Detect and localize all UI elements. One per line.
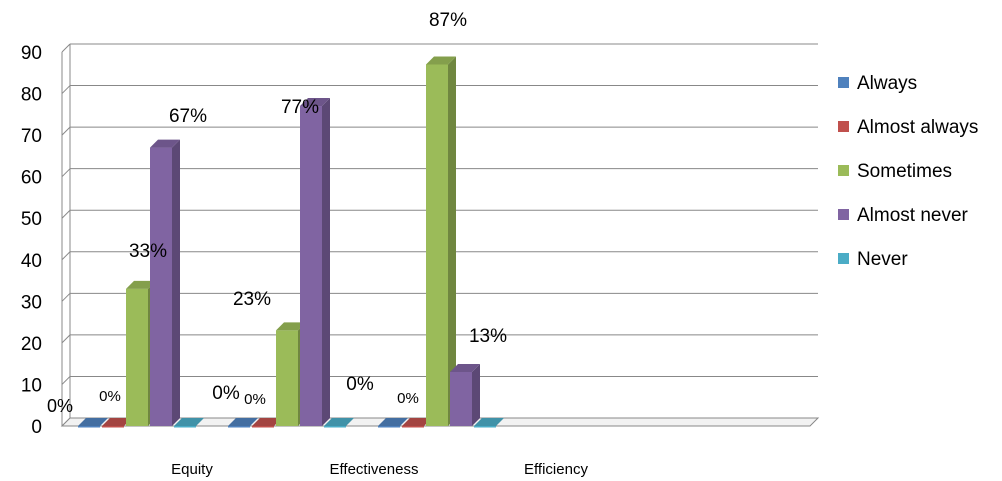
bar (324, 418, 354, 428)
legend-label: Sometimes (857, 161, 952, 182)
y-tick-label: 10 (21, 375, 42, 396)
gridline-side (61, 85, 71, 94)
bar (150, 139, 180, 427)
gridline-side (61, 376, 71, 385)
bar (474, 418, 504, 428)
category-label: Equity (171, 461, 213, 478)
bar (252, 418, 282, 428)
data-label: 0% (346, 374, 374, 395)
legend: Always Almost always Sometimes Almost never… (838, 73, 978, 270)
bars (78, 56, 504, 428)
bar (300, 98, 330, 427)
data-label: 77% (281, 97, 319, 118)
data-label: 0% (397, 390, 419, 407)
legend-swatch (838, 121, 849, 132)
bar (378, 418, 408, 428)
x-axis-category-labels: Equity Effectiveness Efficiency (171, 461, 588, 478)
legend-swatch (838, 209, 849, 220)
bar (402, 418, 432, 428)
bar (426, 56, 456, 426)
bar (102, 418, 132, 428)
bar (450, 363, 480, 426)
y-axis-tick-labels: 0 10 20 30 40 50 60 70 80 90 (21, 43, 42, 438)
y-tick-label: 20 (21, 334, 42, 355)
data-labels: 0% 0%33%67%0% 0%23%77%0%0%87%13% (47, 10, 507, 416)
y-tick-label: 70 (21, 126, 42, 147)
gridline-side (61, 292, 71, 302)
legend-swatch (838, 77, 849, 88)
data-label: 67% (169, 106, 207, 127)
gridline-side (61, 251, 71, 261)
gridline-side (61, 126, 71, 136)
bar (228, 418, 258, 428)
legend-label: Always (857, 73, 917, 94)
y-tick-label: 0 (31, 417, 42, 438)
gridline-side (61, 168, 71, 178)
legend-entry: Never (838, 249, 908, 270)
y-tick-label: 80 (21, 85, 42, 106)
y-tick-label: 40 (21, 251, 42, 272)
y-tick-label: 30 (21, 292, 42, 313)
data-label: 23% (233, 289, 271, 310)
bar (78, 418, 108, 428)
gridline-side (61, 43, 71, 53)
legend-label: Never (857, 249, 908, 270)
category-label: Efficiency (524, 461, 588, 478)
legend-label: Almost always (857, 117, 978, 138)
y-tick-label: 50 (21, 209, 42, 230)
data-label: 13% (469, 326, 507, 347)
data-label: 87% (429, 10, 467, 31)
bar (174, 418, 204, 428)
legend-entry: Almost never (838, 205, 969, 226)
legend-label: Almost never (857, 205, 969, 226)
data-label: 0% (212, 383, 240, 404)
legend-entry: Sometimes (838, 161, 952, 182)
legend-entry: Always (838, 73, 917, 94)
gridline-side (61, 334, 71, 344)
data-label: 0% (244, 391, 266, 408)
data-label: 0% (99, 388, 121, 405)
y-tick-label: 60 (21, 168, 42, 189)
data-label: 33% (129, 241, 167, 262)
y-tick-label: 90 (21, 43, 42, 64)
gridline-side (61, 209, 71, 219)
category-label: Effectiveness (330, 461, 419, 478)
legend-entry: Almost always (838, 117, 978, 138)
legend-swatch (838, 165, 849, 176)
data-label: 0% (47, 396, 73, 416)
legend-swatch (838, 253, 849, 264)
